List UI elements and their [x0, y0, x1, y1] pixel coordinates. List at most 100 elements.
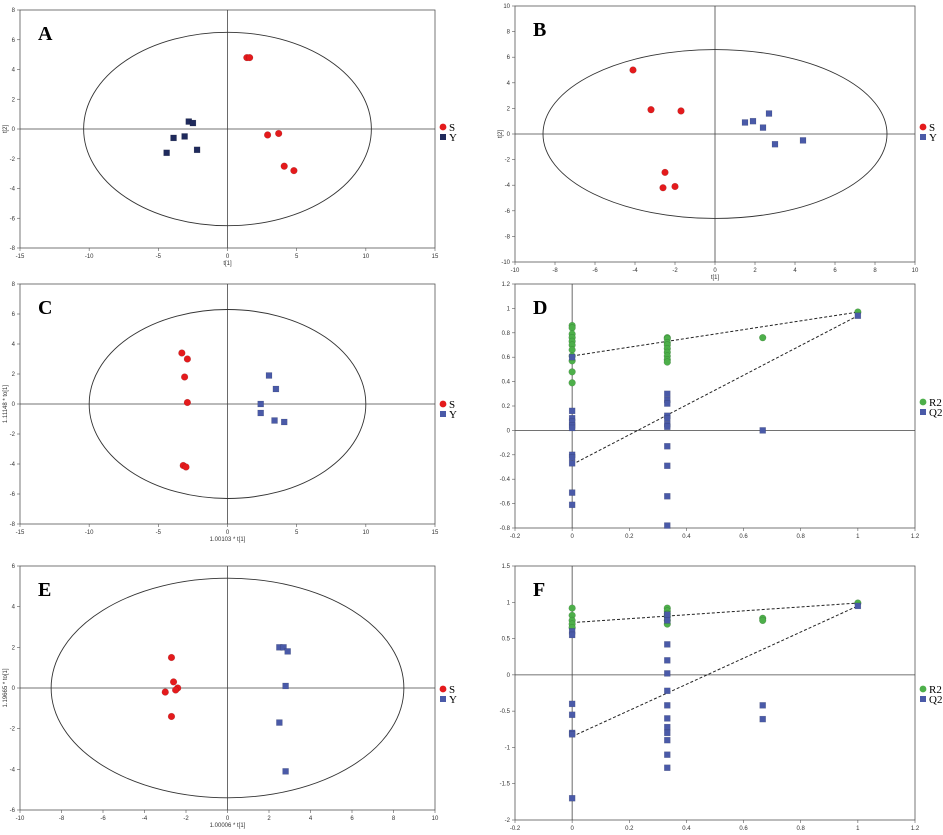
confidence-ellipse [50, 577, 405, 799]
x-tick-label: 0.6 [739, 826, 748, 832]
panel-label: C [38, 297, 52, 319]
data-point-r2 [568, 346, 576, 354]
data-point-y [257, 409, 264, 417]
y-tick-label: -2 [505, 158, 511, 164]
y-tick-label: 0.4 [502, 380, 511, 386]
y-tick-label: 0 [12, 402, 16, 408]
x-tick-label: -6 [592, 268, 598, 274]
y-tick-label: -0.4 [500, 477, 511, 483]
data-point-s [169, 678, 178, 686]
data-point-s [290, 167, 298, 175]
legend-label-s: S [929, 122, 935, 134]
data-point-r2 [568, 324, 576, 332]
data-point-y [265, 372, 273, 379]
data-point-q2 [664, 423, 671, 430]
x-tick-label: -0.2 [510, 826, 521, 832]
y-tick-label: -4 [505, 183, 511, 189]
data-point-q2 [568, 501, 576, 509]
confidence-ellipse [88, 309, 367, 499]
data-point-y [749, 117, 757, 125]
data-point-y [280, 418, 288, 426]
y-tick-label: -10 [501, 260, 510, 266]
y-tick-label: 0.8 [502, 331, 511, 337]
legend-label-s: S [449, 684, 455, 696]
data-point-q2 [664, 611, 671, 618]
data-point-q2 [568, 700, 576, 708]
y-tick-label: 0 [12, 686, 16, 692]
legend-marker-q2 [920, 409, 926, 415]
y-tick-label: -4 [10, 767, 16, 773]
data-point-q2 [568, 711, 576, 719]
y-tick-label: 6 [12, 312, 16, 318]
x-tick-label: -10 [85, 530, 94, 536]
panel-label: A [38, 23, 53, 45]
legend-marker-s [439, 400, 447, 408]
panel-label: B [533, 19, 546, 41]
data-point-s [263, 131, 272, 139]
y-axis-label: t[2] [498, 130, 504, 139]
legend-marker-y [440, 411, 446, 417]
x-tick-label: 1 [856, 534, 860, 540]
y-tick-label: 4 [12, 342, 16, 348]
data-point-s [677, 107, 685, 115]
y-tick-label: 6 [507, 55, 511, 61]
x-tick-label: -2 [183, 816, 189, 822]
panel-label: F [533, 579, 545, 601]
x-tick-label: 6 [350, 816, 354, 822]
x-tick-label: -4 [142, 816, 148, 822]
x-tick-label: 1 [856, 826, 860, 832]
y-tick-label: 2 [12, 372, 16, 378]
y-tick-label: -2 [505, 818, 511, 824]
panel-label: E [38, 579, 51, 601]
x-tick-label: 4 [793, 268, 797, 274]
x-tick-label: 1.2 [911, 534, 920, 540]
data-point-s [180, 373, 189, 381]
x-tick-label: 0.2 [625, 826, 634, 832]
regression-line-r2 [572, 311, 858, 357]
y-tick-label: 2 [12, 97, 16, 103]
y-tick-label: 0.6 [502, 355, 511, 361]
x-tick-label: 0.4 [682, 826, 691, 832]
y-tick-label: 4 [507, 81, 511, 87]
data-point-q2 [568, 631, 576, 639]
x-tick-label: -0.2 [510, 534, 521, 540]
legend-label-q2: Q2 [929, 407, 942, 419]
data-point-y [163, 149, 170, 157]
data-point-s [171, 686, 180, 694]
panel-f: -0.2 0 0.2 0.4 0.6 0.8 1 1.2 -2 -1.5 -1 -0.5 0 0.5 1 1.… [500, 564, 943, 832]
data-point-q2 [664, 657, 671, 664]
y-tick-label: 0.5 [502, 637, 511, 643]
y-tick-label: -1 [505, 745, 511, 751]
data-point-s [629, 66, 637, 74]
legend-label-q2: Q2 [929, 694, 942, 706]
data-point-q2 [568, 794, 576, 802]
x-tick-label: -10 [85, 254, 94, 260]
legend-marker-s [439, 123, 447, 131]
data-point-s [661, 168, 669, 177]
data-point-s [161, 688, 169, 696]
y-tick-label: -2 [10, 432, 16, 438]
y-tick-label: 0 [507, 428, 511, 434]
data-point-r2 [568, 379, 576, 387]
data-point-r2 [663, 358, 671, 366]
data-point-r2 [759, 616, 767, 625]
data-point-y [272, 385, 280, 393]
data-point-y [759, 124, 767, 131]
panel-d: -0.2 0 0.2 0.4 0.6 0.8 1 1.2 -0.8 -0.6 -0.4 -0.2 0 0.… [500, 282, 943, 540]
y-tick-label: 6 [12, 564, 16, 570]
regression-line-q2 [571, 605, 859, 737]
data-point-q2 [664, 390, 671, 398]
legend-marker-y [920, 134, 926, 140]
data-point-y [282, 768, 289, 775]
y-tick-label: 1 [507, 600, 511, 606]
x-tick-label: 0.4 [682, 534, 691, 540]
regression-line-r2 [572, 602, 858, 624]
x-tick-label: 10 [362, 254, 369, 260]
y-tick-label: -6 [10, 808, 16, 814]
data-point-q2 [854, 602, 862, 610]
data-point-q2 [664, 400, 671, 407]
x-tick-label: -10 [511, 268, 520, 274]
data-point-q2 [759, 715, 766, 723]
y-tick-label: 0 [12, 127, 16, 133]
data-point-y [771, 140, 779, 148]
